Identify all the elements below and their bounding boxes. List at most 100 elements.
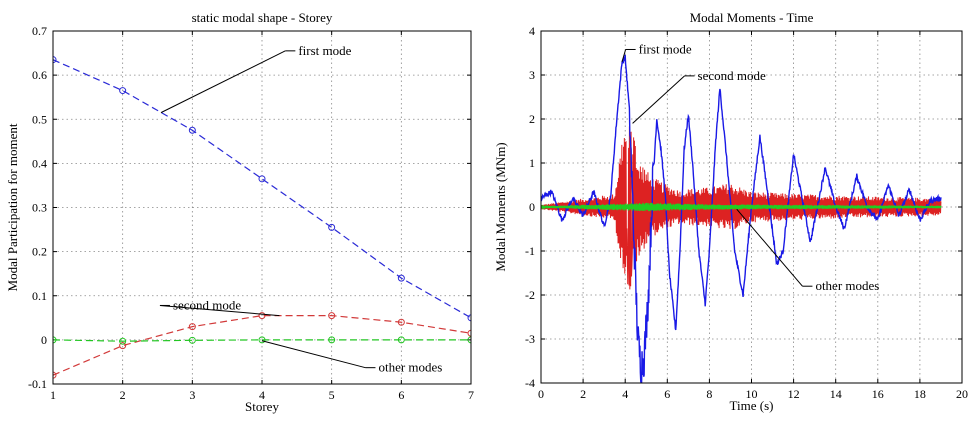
x-axis-label: Storey [245,399,279,414]
annotation-label: other modes [815,278,879,293]
y-tick-label: 0.5 [32,112,47,126]
y-tick-label: 1 [529,156,535,170]
annotation-label: second mode [698,68,766,83]
grid [53,31,471,384]
annotation: first mode [160,43,352,114]
series-line [541,202,942,212]
series-second-mode [541,126,942,290]
series-first-mode [541,54,942,383]
y-tick-label: -3 [525,332,535,346]
x-tick-label: 10 [746,387,758,401]
x-tick-label: 3 [189,388,195,402]
x-tick-label: 4 [259,388,265,402]
data-point [258,175,266,183]
series-first-mode [53,56,471,322]
x-tick-label: 0 [538,387,544,401]
x-tick-label: 20 [956,387,968,401]
annotation: other modes [736,208,879,293]
series-line [541,126,942,290]
annotation-leader [261,340,366,369]
y-tick-label: 0 [529,200,535,214]
data-point [53,336,57,344]
series-line [541,54,942,383]
data-point [53,56,57,64]
data-point [258,336,266,344]
y-tick-label: 3 [529,68,535,82]
annotation-label: other modes [378,360,442,375]
data-point [119,342,127,350]
series-line [53,59,471,319]
chart-static-modal-shape: 1 2 3 4 5 6 7 -0.1 0 0.1 0.2 0.3 0.4 0.5 0.6 0.7 static … [5,10,474,414]
x-axis-label: Time (s) [730,398,774,413]
series-line [53,315,471,376]
plot-frame [540,30,963,384]
annotation-label: second mode [173,297,241,312]
plot-frame [52,30,472,385]
x-tick-label: 18 [914,387,926,401]
x-tick-label: 2 [580,387,586,401]
data-point [188,126,196,134]
data-point [188,336,196,344]
y-tick-label: 0.6 [32,68,47,82]
series-other-modes [53,336,471,345]
series-line [53,339,471,342]
annotation-leader [621,49,627,62]
annotation: other modes [261,340,442,375]
x-tick-label: 1 [50,388,56,402]
data-point [53,371,57,379]
y-tick-label: -1 [525,244,535,258]
data-point [467,329,471,337]
series-second-mode [53,312,471,379]
y-axis-label: Modal Participation for moment [5,123,20,291]
annotation-leader [160,50,286,114]
y-tick-label: 2 [529,112,535,126]
x-tick-label: 5 [329,388,335,402]
annotation-label: first mode [639,41,692,56]
data-point [328,312,336,320]
x-tick-label: 2 [120,388,126,402]
x-tick-label: 12 [788,387,800,401]
annotation: first mode [621,41,692,62]
series-other-modes [541,202,942,212]
chart-title: Modal Moments - Time [690,10,814,25]
data-point [467,314,471,322]
data-point [397,318,405,326]
y-tick-label: 0 [41,333,47,347]
data-point [119,87,127,95]
data-point [258,312,266,320]
annotation-leader [159,304,280,317]
y-tick-label: 0.7 [32,24,47,38]
y-tick-label: -4 [525,376,535,390]
y-tick-label: 4 [529,24,535,38]
plot-area [541,54,942,383]
annotation: second mode [159,297,280,317]
data-point [397,274,405,282]
annotation-leader [632,75,685,124]
x-tick-label: 6 [664,387,670,401]
annotation: second mode [632,68,766,124]
x-tick-label: 6 [398,388,404,402]
y-axis-label: Modal Moments (MNm) [493,142,508,271]
chart-title: static modal shape - Storey [192,10,333,25]
y-tick-label: 0.1 [32,289,47,303]
data-point [467,336,471,344]
y-tick-label: -0.1 [28,377,47,391]
y-tick-label: 0.2 [32,245,47,259]
annotation-label: first mode [298,43,351,58]
data-point [119,337,127,345]
x-tick-label: 14 [830,387,842,401]
x-tick-label: 8 [706,387,712,401]
data-point [188,323,196,331]
plot-area [53,56,471,379]
data-point [397,336,405,344]
x-tick-label: 4 [622,387,628,401]
y-tick-label: -2 [525,288,535,302]
data-point [328,336,336,344]
x-tick-label: 16 [872,387,884,401]
y-tick-label: 0.3 [32,201,47,215]
data-point [328,223,336,231]
y-tick-label: 0.4 [32,156,47,170]
